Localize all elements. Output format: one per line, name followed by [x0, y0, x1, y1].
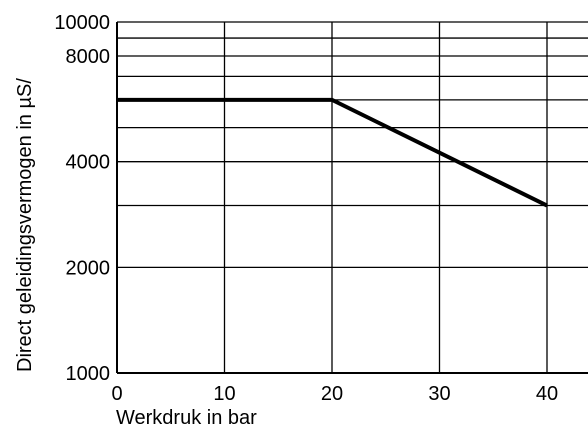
x-tick-label-30: 30: [428, 383, 450, 405]
y-tick-label-8000: 8000: [66, 46, 111, 68]
y-ticks: 1000 2000 4000 8000 10000: [54, 12, 110, 385]
y-tick-label-4000: 4000: [66, 152, 111, 174]
y-axis-label: Direct geleidingsvermogen in µS/: [14, 78, 36, 372]
series-layer: [117, 97, 548, 208]
y-tick-label-10000: 10000: [54, 12, 110, 34]
x-tick-label-40: 40: [536, 383, 558, 405]
x-ticks: 0 10 20 30 40: [111, 383, 558, 405]
x-axis-label: Werkdruk in bar: [116, 407, 257, 429]
series-line-0: [117, 97, 548, 208]
plot-frame: [116, 22, 588, 374]
x-tick-label-20: 20: [321, 383, 343, 405]
x-tick-label-0: 0: [111, 383, 122, 405]
x-tick-label-10: 10: [213, 383, 235, 405]
grid: [116, 21, 588, 374]
y-tick-label-2000: 2000: [66, 257, 111, 279]
y-tick-label-1000: 1000: [66, 363, 111, 385]
